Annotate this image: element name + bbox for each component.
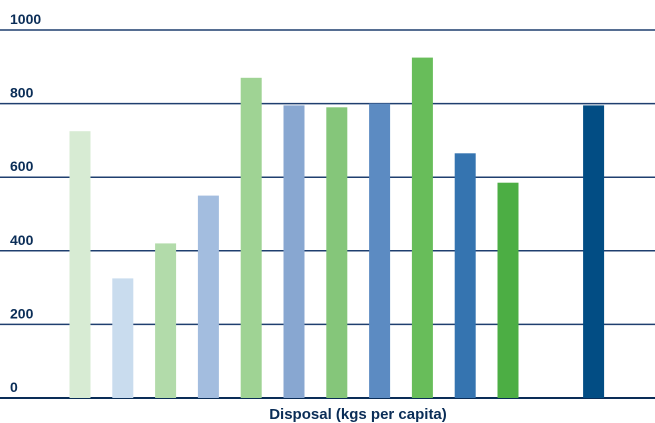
bar-9 (411, 57, 433, 398)
bar-4 (197, 195, 219, 398)
bar-3 (155, 243, 177, 398)
y-tick-label: 800 (10, 85, 34, 101)
bar-13 (583, 105, 605, 399)
bar-8 (369, 103, 391, 398)
x-axis-title: Disposal (kgs per capita) (269, 406, 447, 423)
bar-5 (240, 77, 262, 399)
y-tick-label: 600 (10, 158, 34, 174)
bar-1 (69, 131, 91, 398)
y-tick-label: 400 (10, 232, 34, 248)
y-axis-tick-labels: 0 200 400 600 800 1000 (10, 11, 41, 395)
y-tick-label: 1000 (10, 11, 41, 27)
y-tick-label: 200 (10, 305, 34, 321)
bar-7 (326, 107, 348, 399)
bar-2 (112, 278, 134, 398)
bar-10 (454, 153, 476, 398)
bar-11 (497, 182, 519, 398)
y-tick-label: 0 (10, 379, 18, 395)
bars (69, 57, 605, 399)
bar-6 (283, 105, 305, 399)
